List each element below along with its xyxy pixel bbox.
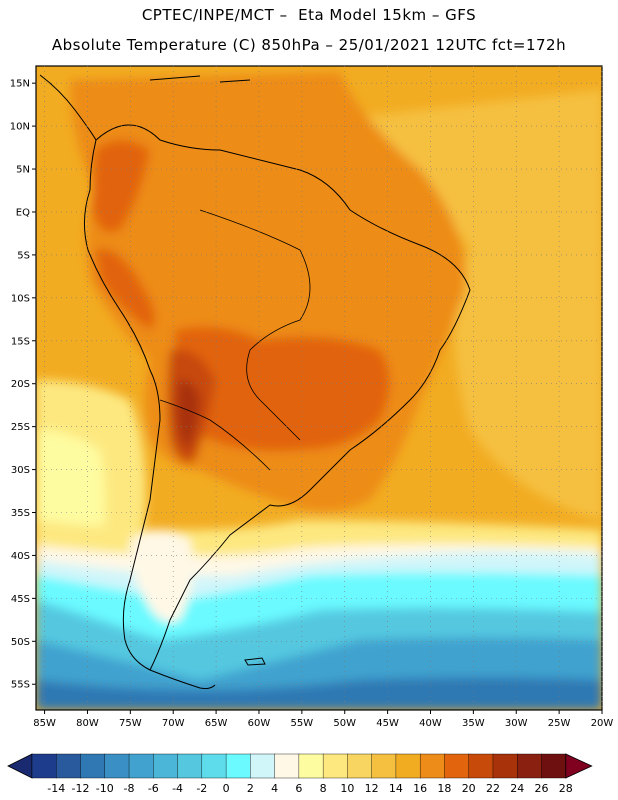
falklands (244, 657, 266, 666)
lat-tick-label: 5S (17, 250, 30, 261)
colorbar-low-arrow (7, 753, 33, 779)
colorbar-swatch (419, 753, 446, 779)
lon-tick-label: 40W (419, 718, 442, 729)
colorbar-swatch (541, 753, 567, 779)
colorbar-swatch (31, 753, 57, 779)
lat-tick-label: 30S (11, 465, 30, 476)
lat-tick-label: EQ (16, 207, 30, 218)
colorbar-swatch (322, 753, 349, 779)
lon-tick-label: 45W (376, 718, 399, 729)
lat-tick-label: 40S (11, 551, 30, 562)
colorbar-tick-label: 2 (247, 782, 254, 795)
lon-tick-label: 65W (205, 718, 228, 729)
lat-tick-label: 50S (11, 637, 30, 648)
colorbar-swatch (298, 753, 324, 779)
colorbar-swatch (177, 753, 203, 779)
colorbar-swatch (56, 753, 82, 779)
colorbar-tick-label: 4 (271, 782, 278, 795)
lat-tick-label: 25S (11, 422, 30, 433)
caribbean-islands (149, 75, 251, 83)
lon-tick-label: 55W (291, 718, 314, 729)
colorbar-tick-label: 26 (534, 782, 548, 795)
lon-tick-label: 35W (462, 718, 485, 729)
colorbar-swatch (274, 753, 300, 779)
contour-band-26-chaco (176, 379, 200, 450)
colorbar: -14 -12 -10 -8 -6 -4 -2 0 2 4 6 8 10 12 14 16 18 20 22 24 26… (7, 753, 593, 795)
colorbar-swatch (225, 753, 252, 779)
contour-band-22-core (175, 326, 390, 452)
contour-band-22-andes (95, 248, 155, 330)
map-frame (35, 65, 603, 711)
brazil-border (199, 209, 311, 441)
lat-tick-label: 15S (11, 336, 30, 347)
lon-tick-label: 30W (505, 718, 528, 729)
south-america-outline (84, 124, 471, 671)
coastlines (39, 74, 471, 690)
longitude-axis: 85W 80W 75W 70W 65W 60W 55W 50W 45W 40W 35W 30W 25W 2… (33, 66, 613, 729)
colorbar-tick-label: -10 (96, 782, 114, 795)
lon-tick-label: 75W (119, 718, 142, 729)
lon-tick-label: 60W (248, 718, 271, 729)
colorbar-swatch (104, 753, 130, 779)
colorbar-tick-label: 24 (510, 782, 524, 795)
colorbar-swatch (201, 753, 227, 779)
colorbar-swatch (128, 753, 155, 779)
colorbar-swatch (250, 753, 276, 779)
lon-tick-label: 25W (548, 718, 571, 729)
colorbar-tick-label: -6 (148, 782, 159, 795)
colorbar-swatch (153, 753, 179, 779)
colorbar-swatch (371, 753, 397, 779)
lon-tick-label: 80W (76, 718, 99, 729)
colorbar-tick-label: 12 (365, 782, 379, 795)
colorbar-tick-label: 18 (437, 782, 451, 795)
argentina-border (159, 399, 271, 471)
colorbar-high-arrow (565, 753, 593, 779)
colorbar-swatch (517, 753, 543, 779)
colorbar-tick-label: 14 (389, 782, 403, 795)
colorbar-swatch (492, 753, 518, 779)
colorbar-tick-label: 10 (340, 782, 354, 795)
contour-band-8-patagonia (130, 530, 194, 623)
colorbar-tick-label: -4 (172, 782, 183, 795)
title-line-1: CPTEC/INPE/MCT – Eta Model 15km – GFS (141, 6, 477, 24)
lat-tick-label: 5N (16, 165, 30, 176)
colorbar-swatch (395, 753, 421, 779)
colorbar-tick-label: 28 (559, 782, 573, 795)
lat-tick-label: 55S (11, 680, 30, 691)
lon-tick-label: 70W (162, 718, 185, 729)
colorbar-swatch (444, 753, 470, 779)
lat-tick-label: 15N (10, 79, 30, 90)
lat-tick-label: 10N (10, 122, 30, 133)
tierra-del-fuego (149, 669, 216, 690)
contour-band-22-north (92, 140, 150, 233)
lat-tick-label: 20S (11, 379, 30, 390)
title-line-2: Absolute Temperature (C) 850hPa – 25/01/… (51, 36, 567, 54)
colorbar-tick-label: -14 (47, 782, 65, 795)
colorbar-swatch (468, 753, 494, 779)
colorbar-tick-label: 6 (295, 782, 302, 795)
colorbar-tick-label: 8 (320, 782, 327, 795)
lon-tick-label: 20W (591, 718, 614, 729)
temperature-field (36, 66, 602, 710)
colorbar-swatch (80, 753, 106, 779)
lat-tick-label: 45S (11, 594, 30, 605)
lon-tick-label: 85W (33, 718, 56, 729)
lat-tick-label: 35S (11, 508, 30, 519)
colorbar-tick-label: -12 (72, 782, 90, 795)
colorbar-tick-label: 20 (462, 782, 476, 795)
colorbar-tick-label: 16 (413, 782, 427, 795)
lat-tick-label: 10S (11, 293, 30, 304)
contour-band-minus8-south (36, 677, 602, 710)
latitude-axis: 15N 10N 5N EQ 5S 10S 15S 20S 25S 30S 35S 40S 45S 50S 5… (10, 79, 602, 691)
colorbar-swatch (347, 753, 373, 779)
lon-tick-label: 50W (333, 718, 356, 729)
colorbar-tick-label: 22 (486, 782, 500, 795)
contour-band-16-east (330, 90, 602, 520)
colorbar-tick-label: -2 (196, 782, 207, 795)
colorbar-tick-label: -8 (124, 782, 135, 795)
colorbar-tick-label: 0 (223, 782, 230, 795)
central-america-outline (39, 74, 97, 141)
